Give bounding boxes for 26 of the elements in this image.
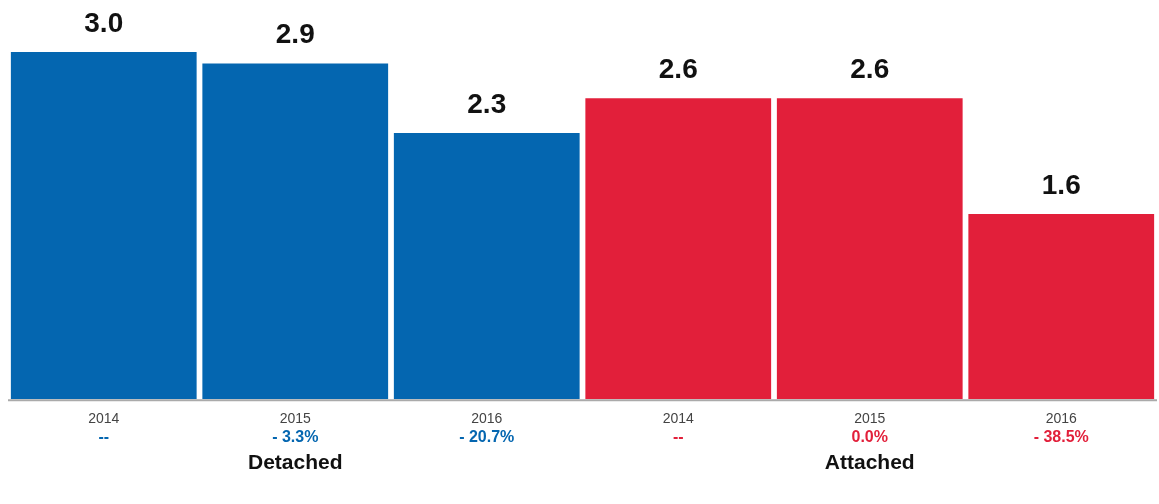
text: -- bbox=[98, 427, 110, 445]
x-tick-label: 2014 bbox=[662, 410, 695, 427]
text: -- bbox=[672, 427, 684, 445]
data-label: 1.6 bbox=[1041, 168, 1081, 200]
bar bbox=[776, 98, 963, 400]
text: Detached bbox=[247, 450, 343, 473]
bar bbox=[968, 214, 1155, 400]
text: 0.0% bbox=[851, 427, 888, 445]
data-label: 3.0 bbox=[84, 6, 124, 38]
x-tick-label: 2016 bbox=[471, 410, 503, 427]
data-label: 2.3 bbox=[467, 87, 507, 119]
text: - 3.3% bbox=[272, 427, 319, 445]
text: - 20.7% bbox=[459, 427, 515, 445]
bar bbox=[10, 52, 197, 400]
data-label: 2.9 bbox=[275, 18, 315, 50]
text: Attached bbox=[824, 450, 915, 473]
x-tick-label: 2015 bbox=[279, 410, 312, 427]
data-label: 2.6 bbox=[850, 53, 890, 85]
x-tick-label: 2014 bbox=[88, 410, 120, 427]
x-tick-label: 2016 bbox=[1045, 410, 1078, 427]
text: - 38.5% bbox=[1033, 427, 1089, 445]
bar bbox=[202, 63, 389, 400]
bar bbox=[585, 98, 772, 400]
bar bbox=[393, 133, 580, 400]
x-tick-label: 2015 bbox=[854, 410, 886, 427]
data-label: 2.6 bbox=[658, 53, 698, 85]
